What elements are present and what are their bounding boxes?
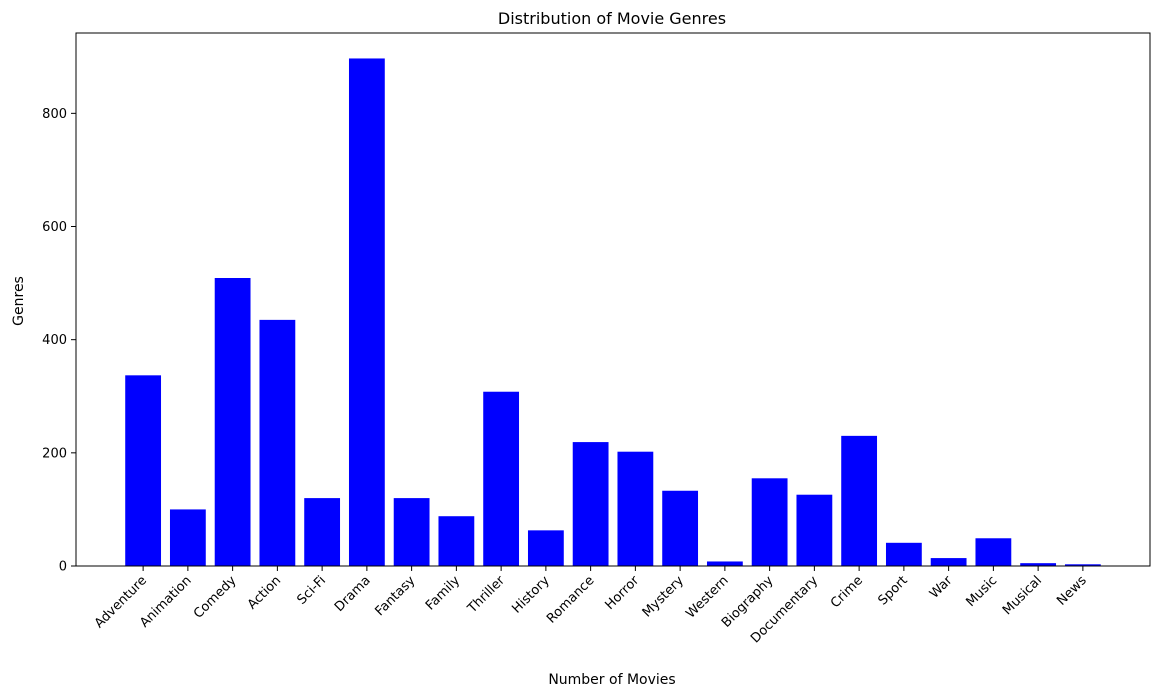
y-tick-label: 0 xyxy=(59,560,67,575)
bar-comedy xyxy=(214,278,251,566)
bar-action xyxy=(259,319,296,566)
x-tick-label: Thriller xyxy=(464,573,508,617)
bar-crime xyxy=(841,435,878,566)
x-tick-label: News xyxy=(1054,573,1090,609)
x-tick-label: Fantasy xyxy=(372,573,418,619)
bar-animation xyxy=(169,509,206,566)
bar-drama xyxy=(348,58,385,567)
x-tick-label: Drama xyxy=(332,573,374,615)
bar-mystery xyxy=(662,490,699,566)
x-tick-label: Comedy xyxy=(191,573,240,622)
x-tick-label: Musical xyxy=(1000,573,1045,618)
y-tick-label: 200 xyxy=(42,446,67,461)
bar-documentary xyxy=(796,494,833,566)
x-tick-label: Sci-Fi xyxy=(294,573,329,608)
bar-horror xyxy=(617,451,654,566)
x-tick-label: Action xyxy=(245,573,284,612)
bar-musical xyxy=(1020,563,1057,566)
bar-sci-fi xyxy=(304,498,341,566)
x-tick-label: Horror xyxy=(602,573,642,613)
x-tick-label: Romance xyxy=(544,573,597,626)
bar-war xyxy=(930,558,967,566)
bar-history xyxy=(527,530,564,566)
x-tick-label: Crime xyxy=(828,573,866,611)
bar-biography xyxy=(751,478,788,566)
bar-western xyxy=(706,561,743,566)
y-tick-label: 800 xyxy=(42,107,67,122)
bar-news xyxy=(1064,564,1101,566)
y-tick-label: 600 xyxy=(42,220,67,235)
x-tick-label: Music xyxy=(963,573,1000,610)
x-tick-label: War xyxy=(927,573,956,602)
bar-thriller xyxy=(483,391,520,566)
y-tick-label: 400 xyxy=(42,333,67,348)
y-axis-label: Genres xyxy=(11,276,27,326)
bar-romance xyxy=(572,442,609,566)
bar-fantasy xyxy=(393,498,430,566)
x-tick-label: Sport xyxy=(875,573,910,608)
x-tick-label: History xyxy=(509,573,553,617)
bar-family xyxy=(438,516,475,566)
chart-title: Distribution of Movie Genres xyxy=(498,9,726,28)
plot-frame xyxy=(75,32,1151,567)
x-tick-label: Family xyxy=(423,573,463,613)
x-tick-label: Mystery xyxy=(640,573,687,620)
bar-music xyxy=(975,538,1012,566)
bar-sport xyxy=(885,542,922,566)
bar-adventure xyxy=(125,375,162,566)
x-axis-label: Number of Movies xyxy=(548,672,675,688)
